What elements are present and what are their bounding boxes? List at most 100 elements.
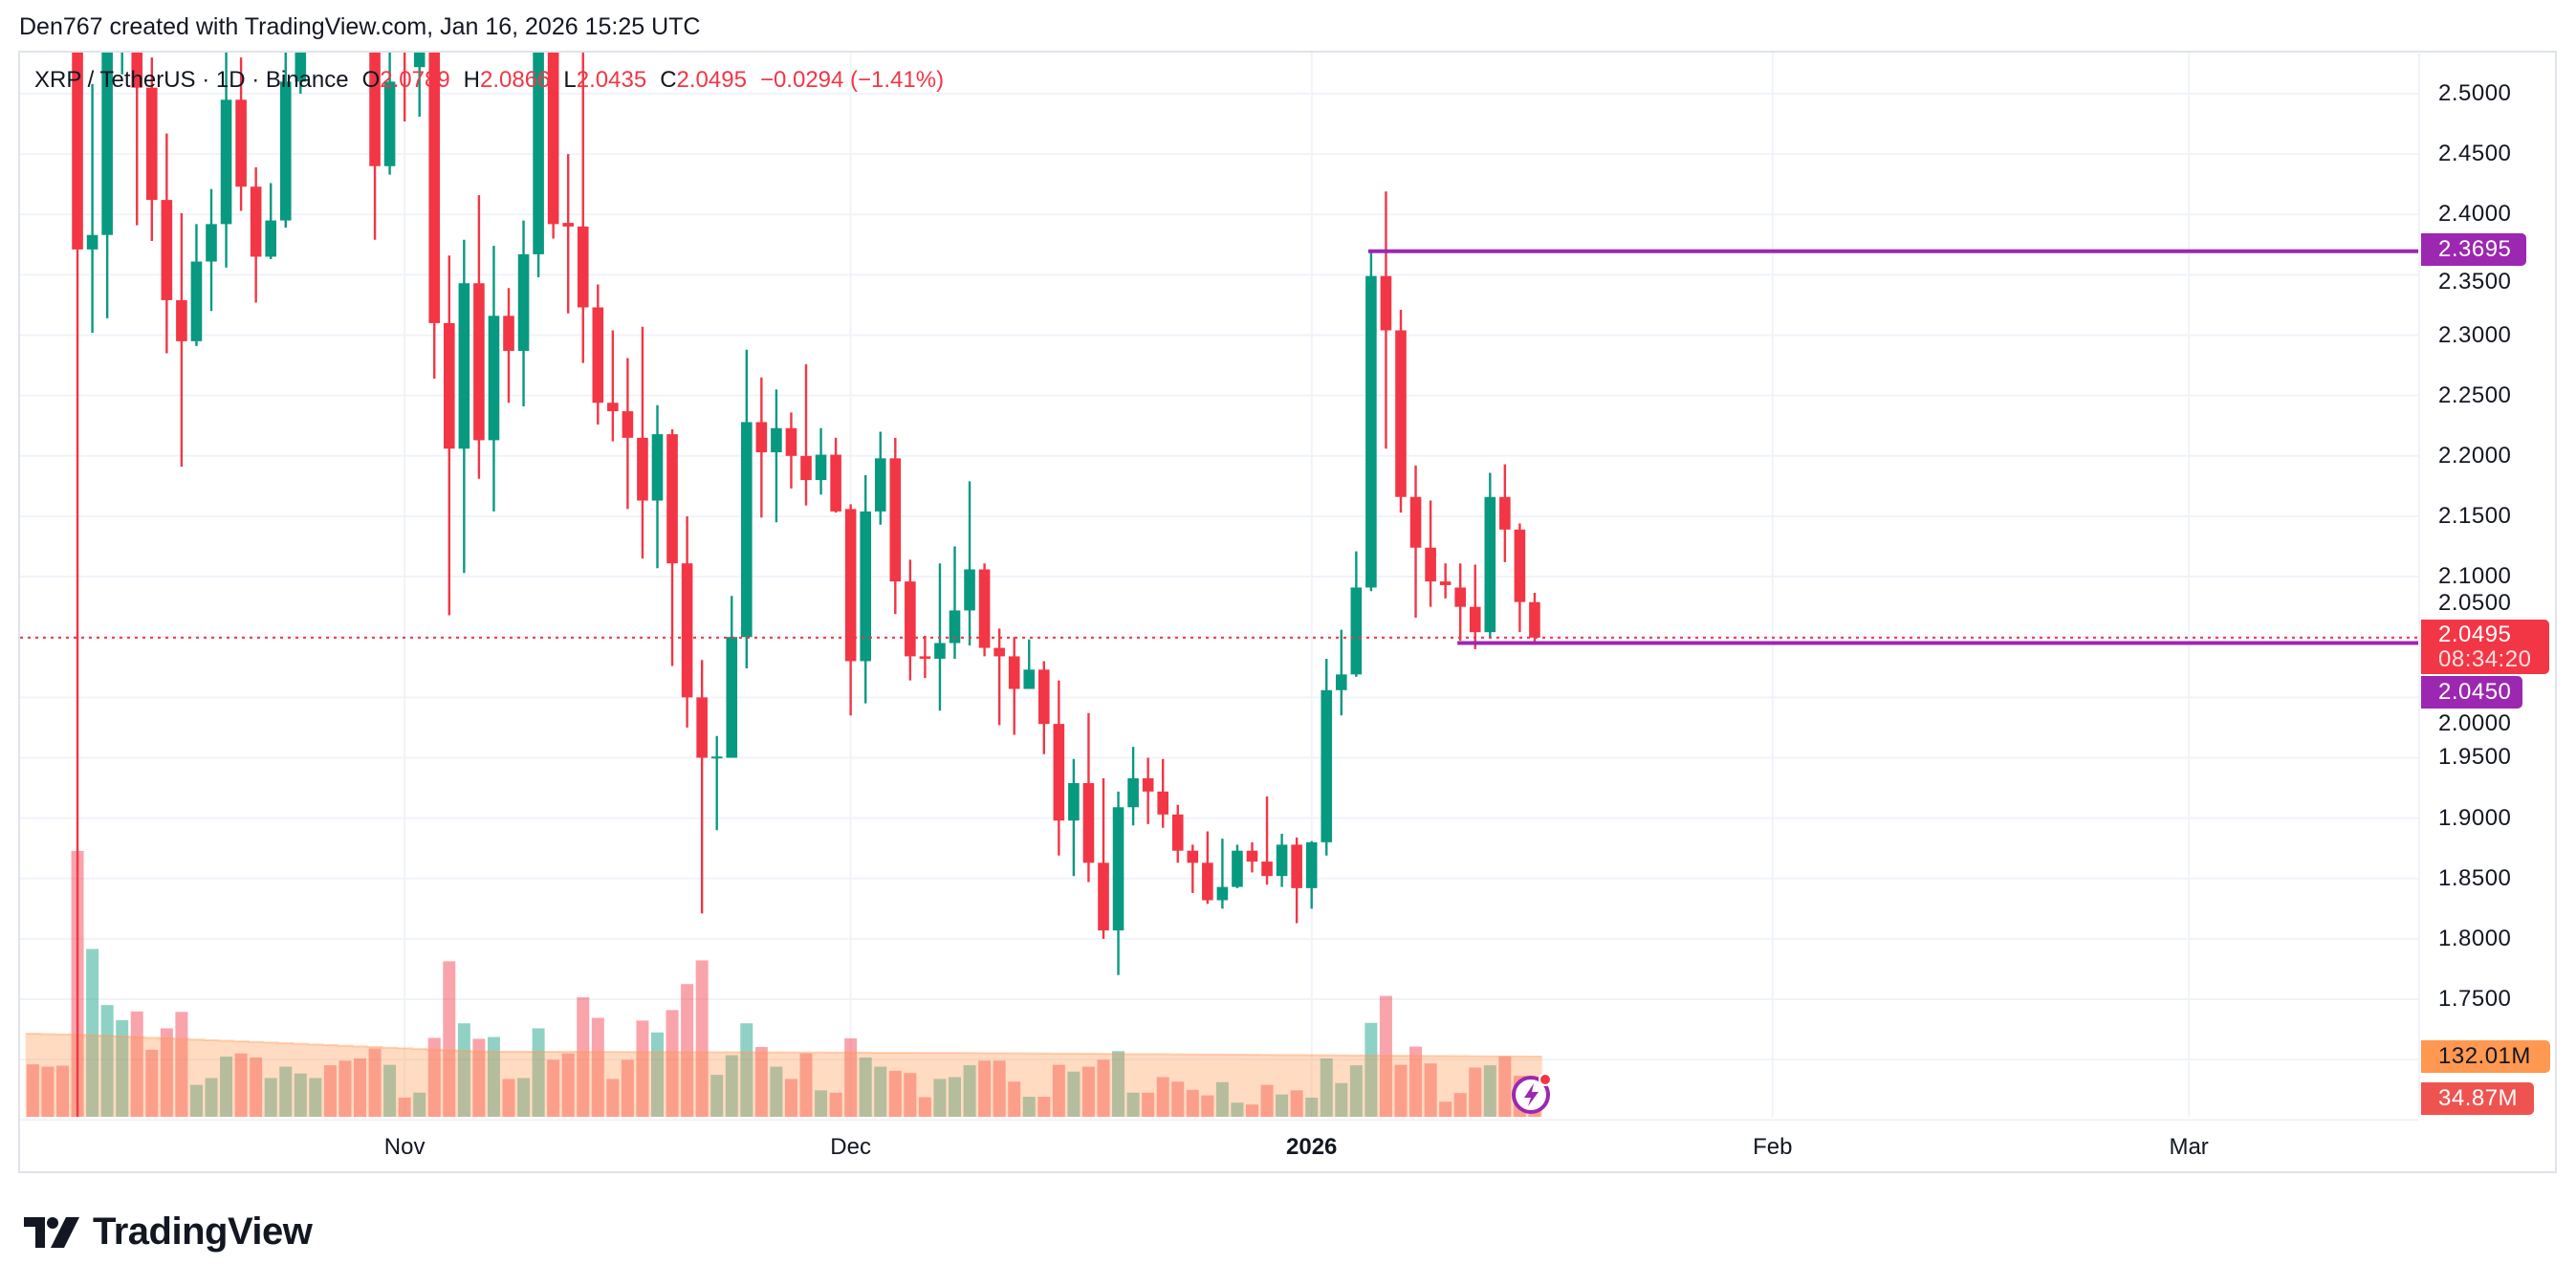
lightning-icon[interactable]	[1510, 1070, 1556, 1116]
candle-body	[488, 316, 500, 441]
candle-down	[622, 358, 634, 510]
candle-down	[1261, 796, 1273, 885]
price-tick-label: 1.8500	[2438, 864, 2512, 891]
attribution-text: Den767 created with TradingView.com, Jan…	[19, 13, 701, 40]
candle-body	[562, 223, 574, 227]
candle-body	[473, 283, 485, 441]
high-label: H	[463, 67, 481, 93]
candle-up	[1305, 840, 1318, 909]
volume-bar	[427, 1037, 441, 1117]
candle-up	[1127, 747, 1139, 826]
candle-body	[1380, 275, 1392, 331]
volume-bar	[1052, 1064, 1065, 1117]
candle-body	[190, 261, 203, 341]
volume-bar	[561, 1053, 575, 1117]
volume-bar	[740, 1023, 753, 1117]
candle-body	[1484, 496, 1496, 633]
volume-bar	[1305, 1097, 1319, 1117]
candle-body	[1529, 601, 1540, 638]
tradingview-logo-text: TradingView	[93, 1211, 313, 1253]
volume-bar	[160, 1028, 173, 1117]
candle-down	[250, 167, 262, 303]
volume-bar	[904, 1073, 917, 1117]
open-label: O	[361, 67, 381, 93]
candle-body	[800, 455, 812, 481]
candle-down	[905, 559, 916, 681]
volume-bar	[457, 1023, 470, 1117]
time-axis-label: Dec	[830, 1134, 871, 1160]
volume-bar	[1453, 1093, 1467, 1117]
volume-bar	[1215, 1081, 1229, 1117]
volume-bar	[1394, 1064, 1408, 1117]
candle-body	[651, 434, 664, 501]
candle-body	[874, 458, 886, 512]
volume-bar	[234, 1053, 248, 1117]
price-tick-label: 2.5000	[2438, 80, 2512, 106]
symbol-title[interactable]: XRP / TetherUS · 1D · Binance	[34, 67, 349, 93]
candle-body	[830, 454, 841, 512]
volume-bar	[1260, 1084, 1274, 1117]
candle-body	[577, 226, 589, 308]
candle-body	[444, 322, 455, 449]
volume-bar	[681, 984, 694, 1117]
volume-bar	[338, 1060, 352, 1117]
candle-body	[1202, 862, 1213, 901]
candle-down	[1409, 465, 1422, 619]
candle-up	[265, 183, 276, 259]
candle-down	[428, 53, 441, 379]
candle-up	[1350, 551, 1363, 677]
volume-bar	[1022, 1097, 1036, 1117]
volume-bar	[205, 1078, 218, 1117]
candle-body	[1023, 669, 1036, 689]
volume-bar	[1290, 1090, 1303, 1117]
candle-body	[919, 656, 931, 659]
volume-bar	[606, 1079, 620, 1117]
candle-body	[1321, 689, 1333, 842]
candle-up	[1321, 658, 1333, 856]
candle-down	[696, 660, 708, 914]
candle-body	[771, 427, 782, 453]
candle-down	[176, 213, 187, 468]
volume-bar	[577, 997, 590, 1117]
candle-down	[1098, 777, 1109, 939]
candle-body	[206, 224, 217, 262]
volume-bar	[725, 1055, 738, 1117]
tradingview-logo[interactable]: TradingView	[24, 1211, 313, 1254]
volume-bar	[1126, 1092, 1140, 1117]
last-price-label: 2.0495 08:34:20	[2421, 620, 2549, 674]
volume-bar	[1201, 1095, 1214, 1117]
candle-body	[176, 299, 187, 341]
horizontal-levels[interactable]	[20, 249, 2418, 645]
volume-bar	[1112, 1051, 1125, 1117]
volume-bar	[487, 1036, 500, 1117]
candle-up	[1232, 844, 1243, 888]
candle-body	[86, 234, 98, 250]
candle-body	[265, 220, 276, 257]
candle-up	[741, 349, 753, 669]
candle-body	[1142, 777, 1154, 792]
candle-body	[1112, 807, 1124, 931]
volume-bar	[116, 1019, 129, 1117]
volume-bar	[651, 1032, 664, 1117]
candle-body	[889, 458, 902, 582]
level-high-label: 2.3695	[2421, 233, 2526, 266]
volume-bar	[1349, 1065, 1363, 1117]
price-tick-label: 2.4500	[2438, 141, 2512, 167]
candle-body	[413, 53, 426, 68]
candle-down	[1425, 500, 1436, 607]
price-tick-label: 2.2000	[2438, 442, 2512, 469]
volume-value: 34.87M	[2438, 1085, 2519, 1111]
candle-down	[1171, 804, 1184, 863]
last-price-value: 2.0495	[2438, 621, 2512, 647]
candle-down	[1142, 757, 1154, 824]
candle-body	[1068, 783, 1080, 821]
candle-body	[1305, 841, 1318, 888]
candle-body	[547, 53, 559, 225]
price-tick-label: 1.9000	[2438, 804, 2512, 831]
price-tick-label: 2.1500	[2438, 502, 2512, 529]
candle-up	[771, 389, 782, 523]
tradingview-logo-icon	[24, 1216, 79, 1248]
candle-up	[874, 431, 886, 525]
volume-bar	[279, 1066, 293, 1117]
